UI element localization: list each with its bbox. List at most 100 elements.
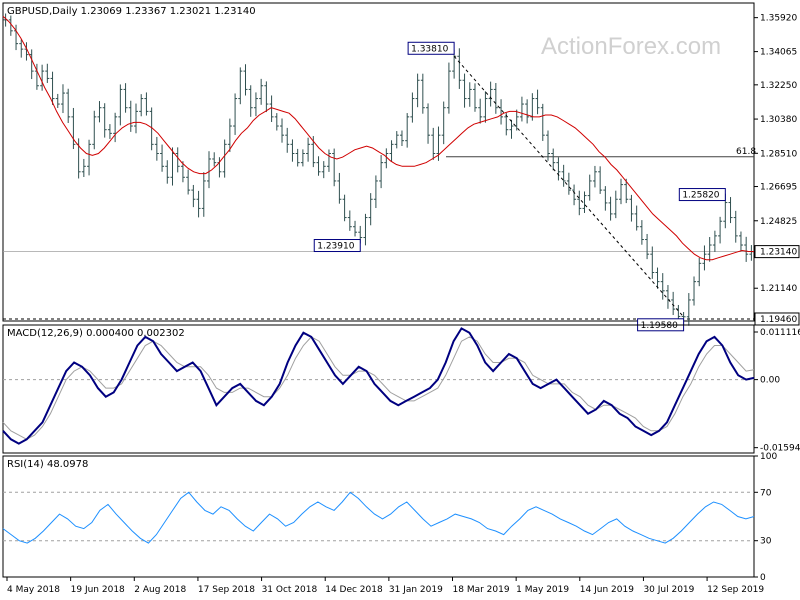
price-bar [113, 112, 118, 143]
x-tick-label: 2 Aug 2018 [134, 585, 186, 595]
price-bar [629, 194, 634, 222]
x-tick-label: 30 Jul 2019 [643, 585, 694, 595]
price-bar [373, 175, 378, 209]
price-bar [572, 184, 577, 206]
price-bar [290, 139, 295, 162]
price-bar [71, 107, 76, 150]
macd-signal-line [2, 336, 755, 440]
price-bar [128, 100, 133, 132]
price-annotation: 1.33810 [407, 41, 455, 55]
price-panel: ActionForex.com GBPUSD,Daily 1.23069 1.2… [2, 2, 800, 332]
price-bar [186, 169, 191, 195]
price-bar [410, 92, 415, 123]
price-bar [415, 73, 420, 108]
price-bar [332, 148, 337, 187]
price-bar [561, 164, 566, 187]
price-bar [160, 144, 165, 172]
price-bar [40, 64, 45, 91]
rsi-line [2, 491, 755, 544]
price-bar [660, 273, 665, 300]
price-bar [650, 246, 655, 279]
price-bar [326, 149, 331, 172]
price-bar [253, 92, 258, 117]
price-bar [509, 119, 514, 139]
price-bar [300, 149, 305, 167]
last-price-label: 1.23140 [760, 248, 797, 258]
price-bar [624, 178, 629, 204]
moving-average-line [2, 15, 755, 261]
price-bar [60, 84, 65, 114]
price-bar [316, 156, 321, 176]
rsi-tick-label: 0 [760, 573, 766, 583]
price-bar [525, 99, 530, 124]
price-bar [446, 62, 451, 114]
x-tick-label: 4 May 2018 [7, 585, 60, 595]
price-bar [493, 82, 498, 114]
macd-main-line [2, 327, 755, 445]
y-tick-label: 1.28510 [760, 149, 797, 159]
svg-text:1.25820: 1.25820 [682, 191, 719, 201]
price-bar [165, 160, 170, 184]
svg-text:1.23910: 1.23910 [317, 242, 354, 252]
price-bar [598, 166, 603, 194]
price-bar [321, 161, 326, 179]
price-bar [556, 157, 561, 181]
x-tick-label: 12 Sep 2019 [707, 585, 764, 595]
price-bar [81, 158, 86, 177]
y-tick-label: 1.32250 [760, 81, 797, 91]
fib-label: 61.8 [736, 147, 756, 157]
price-bar [102, 103, 107, 138]
macd-tick-label: -0.015949 [760, 444, 800, 454]
macd-panel-title: MACD(12,26,9) 0.000400 0.002302 [7, 328, 185, 339]
price-bar [619, 178, 624, 205]
price-bar [175, 147, 180, 173]
x-axis: 4 May 2018 19 Jun 2018 2 Aug 2018 17 Sep 20… [6, 577, 764, 595]
price-bar [613, 190, 618, 219]
price-bar [66, 88, 71, 123]
price-bar [285, 127, 290, 153]
price-bar [118, 84, 123, 126]
price-bar [248, 85, 253, 117]
x-tick-label: 19 Jun 2018 [71, 585, 125, 595]
price-bar [133, 103, 138, 134]
price-bar [608, 196, 613, 221]
price-bar [592, 165, 597, 188]
price-bar [702, 245, 707, 271]
y-tick-label: 1.35920 [760, 14, 797, 24]
price-bar [405, 113, 410, 148]
price-bar [426, 103, 431, 144]
price-bar [144, 92, 149, 116]
price-bar [238, 67, 243, 105]
price-bar [519, 96, 524, 122]
price-bar [264, 81, 269, 113]
price-bar [399, 130, 404, 147]
price-bar [420, 73, 425, 114]
price-bar [551, 148, 556, 171]
price-bar [347, 210, 352, 231]
price-bar [582, 191, 587, 213]
price-bar [233, 93, 238, 135]
price-bar [274, 113, 279, 131]
price-bar [207, 151, 212, 189]
price-bar [488, 81, 493, 107]
price-bar [394, 131, 399, 149]
price-bar [222, 139, 227, 178]
price-bar [180, 161, 185, 183]
macd-tick-label: 0.00 [760, 376, 780, 386]
price-bar [149, 107, 154, 151]
price-bar [655, 267, 660, 289]
price-bar [196, 190, 201, 218]
price-bar [545, 130, 550, 161]
trend-line [453, 55, 684, 318]
price-bar [55, 93, 60, 108]
price-bar [686, 293, 691, 326]
price-bar [671, 291, 676, 316]
price-bar [639, 220, 644, 245]
macd-panel: MACD(12,26,9) 0.000400 0.002302 0.011116… [2, 324, 800, 454]
price-bar [97, 101, 102, 123]
price-bar [478, 98, 483, 124]
rsi-panel: RSI(14) 48.0978 100 70 30 0 [2, 452, 777, 583]
price-bar [707, 237, 712, 262]
x-tick-label: 18 Mar 2019 [453, 585, 510, 595]
price-bar [603, 186, 608, 211]
